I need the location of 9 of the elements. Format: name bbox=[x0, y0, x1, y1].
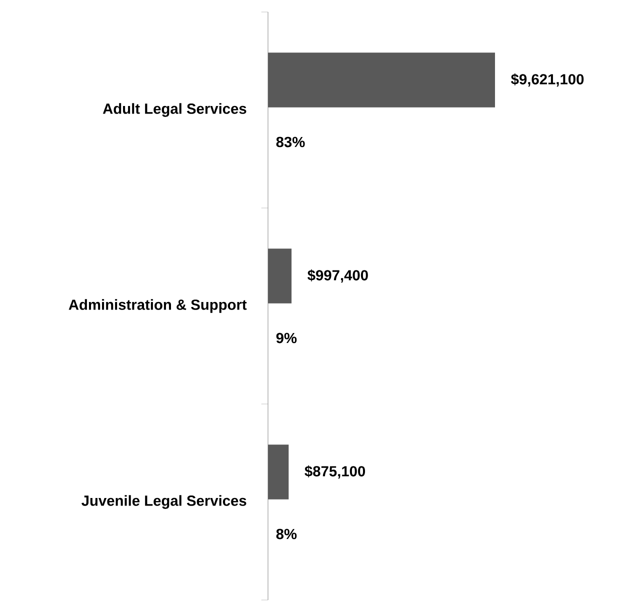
data-label: $9,621,100 bbox=[511, 73, 584, 87]
annotation: 83% bbox=[276, 136, 305, 148]
data-label: $997,400 bbox=[308, 269, 368, 283]
annotation: 8% bbox=[276, 528, 297, 540]
y-tick-label: Juvenile Legal Services bbox=[82, 495, 246, 509]
y-tick-label: Adult Legal Services bbox=[102, 103, 246, 117]
y-tick-label: Administration & Support bbox=[68, 299, 247, 313]
annotation: 9% bbox=[276, 332, 297, 344]
data-label: $875,100 bbox=[304, 465, 366, 479]
